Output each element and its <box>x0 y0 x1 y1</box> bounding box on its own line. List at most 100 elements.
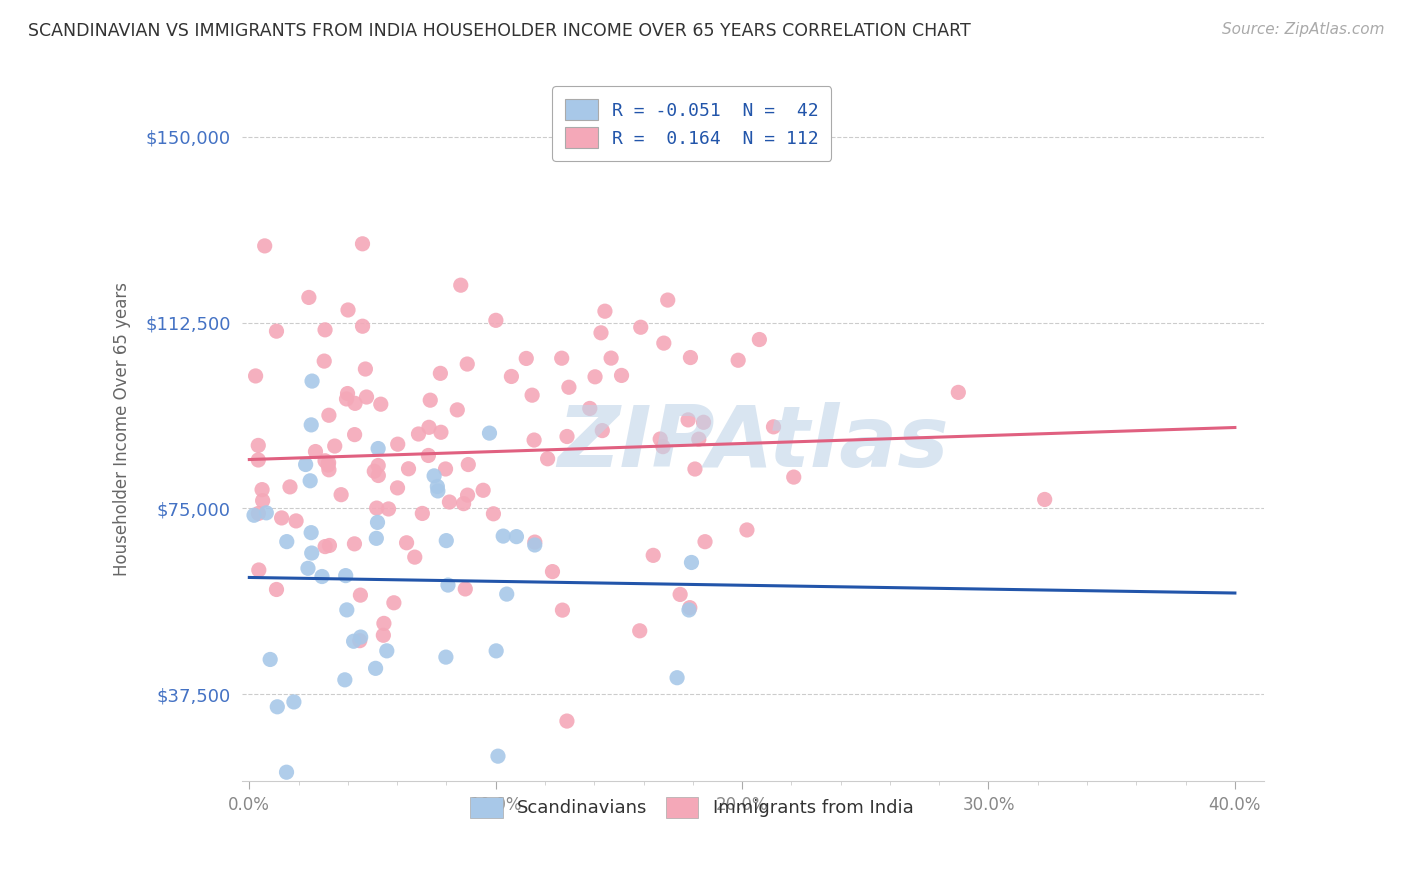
Point <box>337 303 360 318</box>
Point <box>304 444 326 458</box>
Point <box>693 534 716 549</box>
Point <box>536 451 558 466</box>
Point <box>350 630 373 644</box>
Point <box>330 488 353 502</box>
Point <box>482 507 505 521</box>
Point <box>457 458 479 472</box>
Point <box>555 714 578 728</box>
Point <box>363 464 385 478</box>
Point <box>356 390 378 404</box>
Point <box>472 483 495 498</box>
Point <box>948 385 970 400</box>
Point <box>593 304 616 318</box>
Point <box>683 462 706 476</box>
Point <box>501 369 523 384</box>
Point <box>591 424 613 438</box>
Point <box>387 481 409 495</box>
Text: SCANDINAVIAN VS IMMIGRANTS FROM INDIA HOUSEHOLDER INCOME OVER 65 YEARS CORRELATI: SCANDINAVIAN VS IMMIGRANTS FROM INDIA HO… <box>28 22 972 40</box>
Point <box>314 354 336 368</box>
Point <box>387 437 409 451</box>
Point <box>446 403 468 417</box>
Point <box>426 479 449 493</box>
Point <box>408 427 430 442</box>
Point <box>426 483 449 498</box>
Point <box>453 497 475 511</box>
Point <box>354 362 377 376</box>
Point <box>344 396 367 410</box>
Point <box>335 392 357 406</box>
Point <box>762 420 785 434</box>
Point <box>515 351 537 366</box>
Point <box>314 540 336 554</box>
Point <box>600 351 623 365</box>
Point <box>748 333 770 347</box>
Point <box>301 546 323 560</box>
Point <box>336 386 359 401</box>
Point <box>681 556 703 570</box>
Point <box>247 438 270 452</box>
Point <box>541 565 564 579</box>
Point <box>505 530 527 544</box>
Point <box>278 480 301 494</box>
Point <box>735 523 758 537</box>
Point <box>434 462 457 476</box>
Point <box>367 442 389 456</box>
Point <box>434 533 457 548</box>
Point <box>349 633 371 648</box>
Point <box>628 624 651 638</box>
Point <box>299 417 322 432</box>
Point <box>630 320 652 334</box>
Point <box>373 616 395 631</box>
Point <box>367 468 389 483</box>
Point <box>266 324 288 338</box>
Point <box>430 425 453 440</box>
Point <box>418 420 440 434</box>
Point <box>523 433 546 447</box>
Point <box>318 463 340 477</box>
Point <box>692 415 714 429</box>
Point <box>335 568 357 582</box>
Text: Source: ZipAtlas.com: Source: ZipAtlas.com <box>1222 22 1385 37</box>
Point <box>366 501 388 516</box>
Point <box>688 432 710 446</box>
Point <box>283 695 305 709</box>
Point <box>610 368 633 383</box>
Point <box>254 506 277 520</box>
Point <box>485 644 508 658</box>
Point <box>411 507 433 521</box>
Point <box>367 458 389 473</box>
Point <box>245 368 267 383</box>
Point <box>343 427 366 442</box>
Point <box>299 474 322 488</box>
Point <box>318 539 340 553</box>
Legend: Scandinavians, Immigrants from India: Scandinavians, Immigrants from India <box>463 789 921 825</box>
Point <box>375 644 398 658</box>
Point <box>783 470 806 484</box>
Point <box>727 353 749 368</box>
Point <box>551 351 574 366</box>
Point <box>259 652 281 666</box>
Point <box>558 380 581 394</box>
Point <box>377 502 399 516</box>
Point <box>333 673 356 687</box>
Point <box>318 409 340 423</box>
Point <box>299 525 322 540</box>
Point <box>429 367 451 381</box>
Point <box>478 426 501 441</box>
Point <box>423 468 446 483</box>
Point <box>1033 492 1056 507</box>
Text: ZIPAtlas: ZIPAtlas <box>557 401 949 484</box>
Point <box>678 603 700 617</box>
Point <box>439 495 461 509</box>
Point <box>370 397 392 411</box>
Point <box>643 549 665 563</box>
Point <box>657 293 679 307</box>
Point <box>302 841 325 855</box>
Point <box>551 603 574 617</box>
Point <box>285 514 308 528</box>
Point <box>454 582 477 596</box>
Point <box>247 563 270 577</box>
Point <box>395 535 418 549</box>
Point <box>250 483 273 497</box>
Point <box>352 319 374 334</box>
